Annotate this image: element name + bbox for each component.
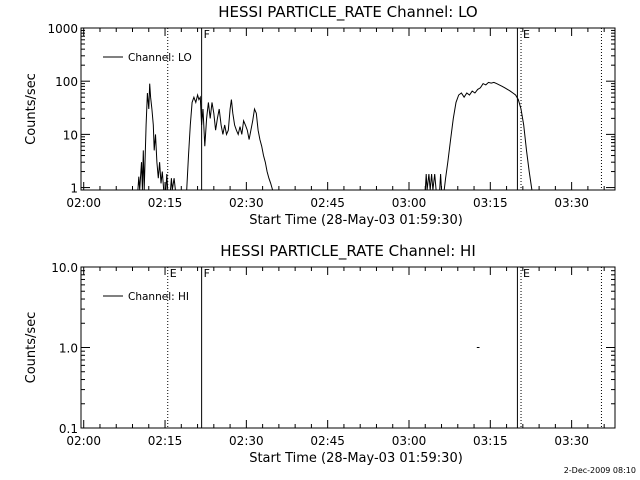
x-tick-label: 02:45 (310, 196, 345, 210)
y-tick-label: 1000 (47, 22, 78, 36)
x-tick-label: 02:15 (148, 434, 183, 448)
x-tick-label: 03:15 (473, 196, 508, 210)
x-tick-label: 03:00 (392, 196, 427, 210)
timestamp-label: 2-Dec-2009 08:10 (564, 466, 636, 475)
chart-title: HESSI PARTICLE_RATE Channel: LO (218, 3, 477, 22)
legend-label: Channel: HI (128, 291, 189, 303)
chart-title: HESSI PARTICLE_RATE Channel: HI (220, 242, 476, 261)
y-tick-label: 1 (70, 182, 78, 196)
series-line (137, 81, 533, 191)
legend-label: Channel: LO (128, 52, 192, 64)
x-tick-label: 03:15 (473, 434, 508, 448)
y-tick-label: 100 (55, 75, 78, 89)
y-tick-label: 0.1 (59, 422, 78, 436)
x-tick-label: 02:45 (310, 434, 345, 448)
y-tick-label: 1.0 (59, 342, 78, 356)
x-tick-label: 02:30 (229, 196, 264, 210)
lo-channel-panel: HESSI PARTICLE_RATE Channel: LO Start Tim… (24, 3, 616, 228)
y-tick-label: 10 (63, 128, 78, 142)
x-tick-label: 02:00 (66, 196, 101, 210)
x-tick-label: 02:15 (148, 196, 183, 210)
y-tick-label: 10.0 (51, 261, 78, 275)
x-axis-label: Start Time (28-May-03 01:59:30) (249, 213, 463, 228)
event-marker-label: F (204, 28, 210, 41)
x-axis-label: Start Time (28-May-03 01:59:30) (249, 451, 463, 466)
event-marker-label: F (204, 267, 210, 280)
event-marker-label: E (170, 267, 177, 280)
hi-channel-panel: HESSI PARTICLE_RATE Channel: HI Start Tim… (24, 242, 616, 466)
x-tick-label: 03:00 (392, 434, 427, 448)
y-axis-label: Counts/sec (24, 73, 39, 145)
x-tick-label: 03:30 (554, 434, 589, 448)
y-axis-label: Counts/sec (24, 312, 39, 384)
x-tick-label: 02:00 (66, 434, 101, 448)
x-tick-label: 03:30 (554, 196, 589, 210)
event-marker-label: E (523, 267, 530, 280)
event-marker-label: E (523, 28, 530, 41)
x-tick-label: 02:30 (229, 434, 264, 448)
